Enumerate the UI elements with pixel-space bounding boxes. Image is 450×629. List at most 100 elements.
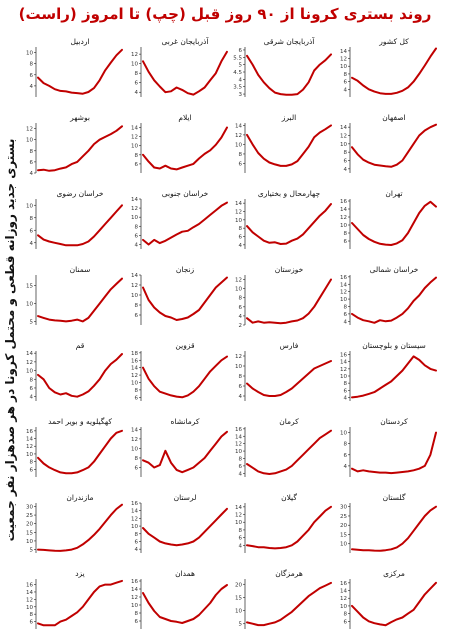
y-tick-label: 15 — [26, 284, 33, 290]
y-tick-label: 6 — [344, 388, 348, 394]
panel-title: خراسان رضوی — [56, 189, 103, 198]
series-line — [142, 430, 228, 474]
y-tick-label: 8 — [344, 150, 348, 156]
y-tick-label: 6 — [344, 159, 348, 165]
y-tick-label: 8 — [30, 149, 34, 155]
province-panel: خراسان رضوی 4 6 8 10 — [26, 189, 123, 249]
y-tick-label: 12 — [340, 57, 347, 63]
y-tick-label: 5 — [30, 548, 34, 554]
y-tick-label: 18 — [131, 351, 138, 357]
y-tick-label: 5 — [239, 622, 243, 628]
province-panel: اردبیل 4 6 8 10 — [26, 37, 123, 97]
province-panel: ایلام 6 8 10 12 14 — [131, 113, 228, 173]
y-tick-label: 10 — [131, 215, 138, 221]
y-tick-label: 6 — [30, 160, 34, 166]
y-tick-label: 16 — [26, 583, 33, 589]
province-panel: خوزستان 2 4 6 8 10 12 — [235, 265, 332, 329]
y-tick-label: 16 — [131, 501, 138, 507]
y-tick-label: 10 — [131, 603, 138, 609]
y-tick-label: 16 — [131, 358, 138, 364]
y-tick-label: 10 — [235, 364, 242, 370]
y-tick-label: 4 — [135, 242, 139, 248]
y-tick-label: 14 — [340, 207, 347, 213]
series-line — [246, 53, 332, 96]
y-tick-label: 12 — [340, 290, 347, 296]
series-line — [37, 503, 123, 552]
province-panel: چهارمحال و بختیاری 4 6 8 10 12 14 — [235, 189, 332, 249]
series-line — [351, 47, 437, 95]
y-tick-label: 10 — [26, 51, 33, 57]
y-tick-label: 6 — [344, 239, 348, 245]
y-tick-label: 14 — [235, 123, 242, 129]
y-tick-label: 12 — [340, 134, 347, 140]
y-tick-label: 12 — [26, 360, 33, 366]
y-tick-label: 16 — [340, 581, 347, 587]
y-tick-label: 12 — [131, 595, 138, 601]
series-line — [351, 355, 437, 399]
panel-title: کرمانشاه — [170, 417, 199, 426]
y-tick-label: 10 — [235, 449, 242, 455]
y-tick-label: 14 — [131, 126, 138, 132]
province-panel: بوشهر 4 6 8 10 12 — [26, 113, 123, 177]
y-tick-label: 6 — [239, 161, 243, 167]
y-tick-label: 4 — [30, 241, 34, 247]
y-tick-label: 15 — [26, 530, 33, 536]
y-tick-label: 4 — [344, 167, 348, 173]
y-tick-label: 14 — [340, 282, 347, 288]
y-tick-label: 4 — [30, 395, 34, 401]
series-line — [37, 579, 123, 627]
y-tick-label: 12 — [131, 135, 138, 141]
series-line — [351, 505, 437, 552]
panel-title: آذربایجان غربی — [162, 36, 210, 46]
y-tick-label: 8 — [239, 528, 243, 534]
series-line — [246, 581, 332, 627]
province-panel: همدان 6 8 10 12 14 16 — [131, 569, 228, 629]
panel-title: گلستان — [383, 493, 406, 502]
y-tick-label: 20 — [26, 522, 33, 528]
series-line — [142, 126, 228, 171]
y-tick-label: 12 — [340, 215, 347, 221]
y-tick-label: 5 — [239, 63, 243, 69]
y-tick-label: 10 — [340, 142, 347, 148]
y-tick-label: 6 — [30, 386, 34, 392]
y-tick-label: 4 — [344, 464, 348, 470]
series-line — [246, 505, 332, 550]
panel-title: زنجان — [176, 265, 195, 274]
panel-title: مرکزی — [383, 569, 405, 578]
y-tick-label: 6 — [135, 395, 139, 401]
series-line — [142, 507, 228, 547]
y-tick-label: 4 — [30, 84, 34, 90]
y-tick-label: 10 — [26, 203, 33, 209]
panel-title: چهارمحال و بختیاری — [258, 189, 321, 198]
y-tick-label: 4 — [135, 90, 139, 96]
y-tick-label: 14 — [26, 590, 33, 596]
y-tick-label: 4 — [239, 394, 243, 400]
chart-title: روند بستری کرونا از ۹۰ روز قبل (چپ) تا ا… — [18, 5, 432, 23]
y-tick-label: 10 — [340, 64, 347, 70]
y-tick-label: 8 — [239, 226, 243, 232]
y-tick-label: 14 — [235, 434, 242, 440]
y-tick-label: 12 — [131, 516, 138, 522]
panel-title: هرمزگان — [275, 569, 303, 578]
y-tick-label: 12 — [340, 367, 347, 373]
y-tick-label: 6 — [135, 465, 139, 471]
y-tick-label: 4 — [344, 319, 348, 325]
y-tick-label: 10 — [131, 446, 138, 452]
y-tick-label: 8 — [135, 303, 139, 309]
y-tick-label: 14 — [235, 505, 242, 511]
y-tick-label: 14 — [340, 49, 347, 55]
y-tick-label: 12 — [235, 278, 242, 284]
y-tick-label: 10 — [235, 520, 242, 526]
province-panel: کردستان 4 6 8 10 — [340, 417, 437, 477]
y-tick-label: 6 — [135, 81, 139, 87]
y-tick-label: 14 — [340, 589, 347, 595]
panel-title: خراسان شمالی — [370, 265, 419, 274]
y-tick-label: 10 — [26, 369, 33, 375]
panel-title: مازندران — [66, 493, 93, 502]
y-tick-label: 14 — [26, 351, 33, 357]
panel-title: کهگیلویه و بویر احمد — [48, 417, 112, 426]
y-tick-label: 4 — [30, 171, 34, 177]
